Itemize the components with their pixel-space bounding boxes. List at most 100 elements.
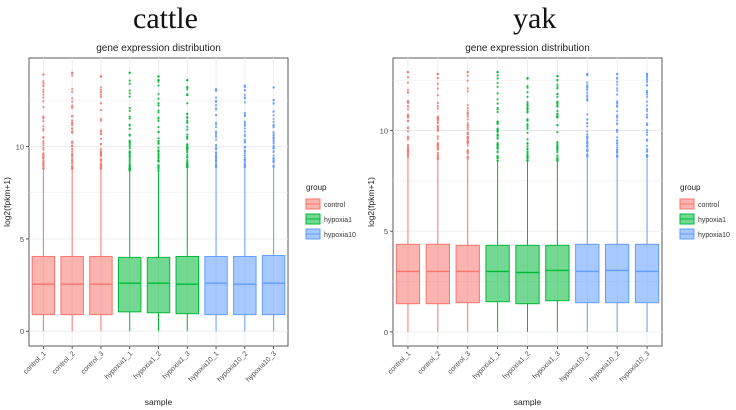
outlier-point bbox=[526, 107, 529, 110]
outlier-point bbox=[616, 123, 619, 126]
outlier-point bbox=[42, 152, 45, 155]
outlier-point bbox=[466, 141, 469, 144]
box-control_3 bbox=[89, 255, 113, 316]
outlier-point bbox=[556, 83, 559, 86]
x-tick-label: control_1 bbox=[22, 350, 47, 375]
outlier-point bbox=[186, 125, 189, 128]
y-tick-label: 10 bbox=[380, 127, 388, 136]
outlier-point bbox=[645, 133, 649, 136]
outlier-point bbox=[71, 147, 74, 151]
outlier-point bbox=[128, 162, 131, 165]
outlier-point bbox=[496, 92, 499, 95]
outlier-point bbox=[214, 135, 218, 138]
outlier-point bbox=[556, 116, 559, 119]
outlier-point bbox=[214, 156, 218, 159]
x-tick-label: hypoxia10_1 bbox=[559, 350, 592, 383]
outlier-point bbox=[71, 131, 74, 134]
outlier-point bbox=[99, 143, 103, 146]
outlier-point bbox=[243, 146, 246, 149]
outlier-point bbox=[157, 101, 160, 105]
outlier-point bbox=[526, 131, 529, 134]
y-tick-label: 0 bbox=[384, 328, 388, 337]
outlier-point bbox=[99, 119, 103, 122]
outlier-point bbox=[406, 148, 410, 151]
outlier-point bbox=[556, 141, 559, 144]
outlier-point bbox=[586, 81, 589, 84]
outlier-point bbox=[466, 70, 469, 74]
outlier-point bbox=[645, 80, 649, 84]
x-tick-label: control_2 bbox=[51, 350, 76, 375]
outlier-point bbox=[42, 159, 45, 162]
outlier-point bbox=[157, 109, 160, 112]
outlier-point bbox=[186, 78, 189, 82]
outlier-point bbox=[71, 104, 74, 107]
outlier-point bbox=[128, 147, 131, 150]
x-tick-label: hypoxia1_3 bbox=[532, 350, 562, 380]
outlier-point bbox=[243, 151, 246, 155]
y-tick-label: 5 bbox=[384, 227, 388, 236]
outlier-point bbox=[616, 89, 619, 92]
outlier-point bbox=[436, 153, 439, 157]
outlier-point bbox=[42, 141, 45, 145]
outlier-point bbox=[71, 90, 74, 94]
outlier-point bbox=[526, 157, 529, 160]
outlier-point bbox=[496, 102, 499, 105]
outlier-point bbox=[526, 119, 529, 122]
outlier-point bbox=[157, 84, 160, 87]
x-tick-label: control_3 bbox=[80, 350, 105, 375]
outlier-point bbox=[586, 121, 589, 125]
outlier-point bbox=[99, 129, 103, 132]
outlier-point bbox=[243, 158, 246, 161]
y-tick-label: 0 bbox=[20, 327, 24, 336]
outlier-point bbox=[616, 142, 619, 145]
outlier-point bbox=[71, 150, 74, 153]
outlier-point bbox=[272, 142, 275, 145]
outlier-point bbox=[645, 123, 649, 127]
outlier-point bbox=[586, 97, 589, 101]
outlier-point bbox=[186, 133, 189, 136]
outlier-point bbox=[128, 139, 131, 142]
outlier-point bbox=[243, 127, 246, 130]
x-axis-label: sample bbox=[145, 397, 173, 407]
outlier-point bbox=[436, 129, 439, 132]
outlier-point bbox=[243, 114, 246, 117]
outlier-point bbox=[186, 121, 189, 124]
outlier-point bbox=[42, 93, 45, 96]
outlier-point bbox=[243, 121, 246, 125]
outlier-point bbox=[526, 91, 529, 94]
outlier-point bbox=[128, 95, 131, 98]
box-hypoxia10_3 bbox=[634, 243, 660, 304]
x-tick-label: hypoxia1_3 bbox=[161, 350, 191, 380]
outlier-point bbox=[42, 155, 45, 158]
outlier-point bbox=[466, 149, 469, 152]
outlier-point bbox=[586, 153, 589, 156]
outlier-point bbox=[71, 164, 74, 167]
outlier-point bbox=[99, 154, 103, 157]
outlier-point bbox=[157, 97, 160, 100]
y-tick-label: 10 bbox=[16, 143, 24, 152]
outlier-point bbox=[496, 98, 499, 101]
outlier-point bbox=[616, 93, 619, 96]
outlier-point bbox=[406, 143, 410, 146]
outlier-point bbox=[436, 76, 439, 80]
outlier-point bbox=[526, 102, 529, 105]
outlier-point bbox=[272, 117, 275, 121]
outlier-point bbox=[42, 73, 45, 76]
outlier-point bbox=[406, 108, 410, 111]
outlier-point bbox=[214, 113, 218, 117]
outlier-point bbox=[186, 119, 189, 122]
outlier-point bbox=[645, 93, 649, 96]
outlier-point bbox=[71, 121, 74, 124]
outlier-point bbox=[214, 158, 218, 161]
x-tick-label: control_1 bbox=[387, 350, 412, 375]
outlier-point bbox=[272, 154, 275, 157]
outlier-point bbox=[186, 116, 189, 119]
outlier-point bbox=[157, 126, 160, 129]
outlier-point bbox=[526, 138, 529, 141]
outlier-point bbox=[586, 91, 589, 94]
outlier-point bbox=[99, 102, 103, 105]
outlier-point bbox=[406, 101, 410, 104]
outlier-point bbox=[556, 85, 559, 89]
outlier-point bbox=[586, 72, 589, 76]
outlier-point bbox=[496, 136, 499, 139]
